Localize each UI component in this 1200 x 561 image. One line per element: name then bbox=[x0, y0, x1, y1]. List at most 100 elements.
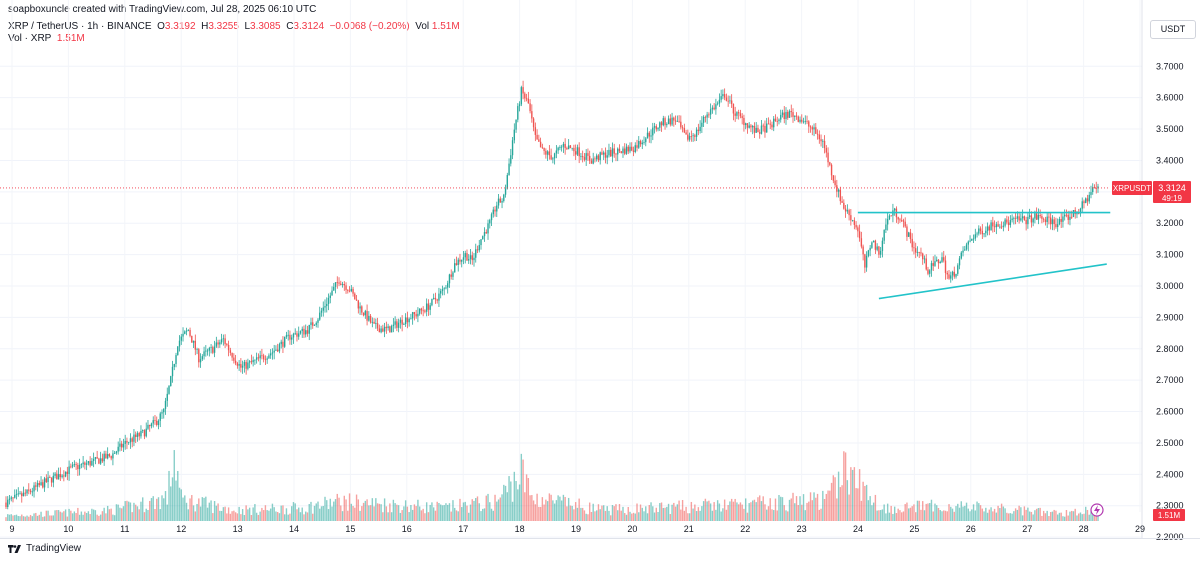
candle-body bbox=[145, 428, 147, 437]
volume-bar bbox=[638, 512, 640, 521]
candle-body bbox=[737, 112, 740, 114]
candle-body bbox=[410, 318, 412, 320]
candle-body bbox=[671, 117, 673, 125]
volume-bar bbox=[813, 492, 815, 521]
candle-body bbox=[594, 158, 596, 160]
candle-body bbox=[261, 355, 263, 357]
volume-bar bbox=[189, 498, 191, 521]
volume-bar bbox=[576, 507, 579, 521]
candle-body bbox=[259, 355, 261, 359]
low-label: L bbox=[244, 21, 251, 32]
candle-body bbox=[995, 224, 998, 228]
candle-body bbox=[5, 502, 7, 507]
volume-bar bbox=[888, 512, 891, 521]
price-tag-bg bbox=[1153, 180, 1191, 203]
candle-body bbox=[280, 341, 282, 345]
candle-body bbox=[680, 121, 682, 128]
volume-bar bbox=[755, 502, 757, 521]
high-value: 3.3255 bbox=[208, 21, 239, 32]
candle-body bbox=[227, 345, 230, 351]
candle-body bbox=[375, 323, 377, 324]
volume-bars bbox=[5, 450, 1099, 521]
candle-body bbox=[704, 116, 707, 118]
volume-bar bbox=[10, 514, 12, 521]
candle-body bbox=[673, 117, 675, 121]
trendlines[interactable] bbox=[857, 211, 1111, 300]
volume-bar bbox=[450, 511, 452, 521]
volume-bar bbox=[119, 507, 121, 521]
candle-body bbox=[725, 97, 728, 101]
candle-body bbox=[806, 120, 808, 122]
candle-body bbox=[50, 477, 53, 483]
candle-body bbox=[746, 123, 749, 128]
time-axis[interactable]: 9 10 11 12 13 14 15 16 17 18 19 20 21 22 23 24 25 26 27 28 2… bbox=[9, 524, 1145, 534]
volume-bar bbox=[238, 506, 240, 521]
candle-body bbox=[413, 312, 416, 315]
volume-bar bbox=[142, 497, 144, 521]
candle-body bbox=[830, 164, 833, 176]
volume-bar bbox=[748, 503, 750, 521]
volume-bar bbox=[175, 480, 177, 521]
volume-bar bbox=[198, 498, 200, 521]
volume-bar bbox=[411, 509, 414, 521]
volume-bar bbox=[1000, 503, 1003, 521]
candle-body bbox=[201, 356, 204, 360]
candle-body bbox=[841, 201, 843, 203]
volume-bar bbox=[722, 508, 724, 521]
volume-bar bbox=[1055, 510, 1057, 521]
candle-body bbox=[1062, 216, 1064, 222]
time-tick-label: 19 bbox=[571, 524, 581, 534]
volume-bar bbox=[795, 496, 798, 521]
volume-bar bbox=[1034, 510, 1036, 521]
candle-body bbox=[439, 290, 442, 294]
candle-body bbox=[206, 350, 209, 352]
price-axis[interactable]: 3.70003.60003.50003.40003.30003.20003.10… bbox=[1156, 61, 1184, 542]
candle-body bbox=[208, 347, 211, 351]
volume-bar bbox=[7, 514, 9, 521]
candle-body bbox=[40, 482, 42, 486]
volume-bar bbox=[1058, 512, 1061, 521]
currency-button[interactable]: USDT bbox=[1150, 20, 1196, 39]
volume-bar bbox=[1051, 511, 1054, 521]
candle-body bbox=[287, 334, 289, 336]
candle-body bbox=[951, 271, 954, 276]
tradingview-logo[interactable]: TradingView bbox=[8, 543, 81, 554]
volume-bar bbox=[716, 500, 719, 521]
time-tick-label: 24 bbox=[853, 524, 863, 534]
volume-bar bbox=[922, 501, 924, 521]
volume-bar bbox=[757, 497, 759, 521]
candle-body bbox=[776, 120, 778, 122]
volume-bar bbox=[366, 499, 368, 521]
candle-body bbox=[787, 111, 789, 118]
volume-bar bbox=[105, 513, 107, 521]
candle-body bbox=[773, 118, 775, 128]
volume-bar bbox=[1028, 511, 1031, 521]
candle-body bbox=[434, 297, 437, 300]
volume-bar bbox=[269, 508, 272, 521]
volume-bar bbox=[101, 511, 104, 521]
volume-bar bbox=[399, 512, 402, 521]
candle-body bbox=[54, 473, 56, 476]
volume-bar bbox=[243, 515, 246, 521]
candle-body bbox=[730, 100, 733, 104]
volume-bar bbox=[797, 505, 799, 521]
candle-body bbox=[937, 259, 940, 264]
volume-bar bbox=[627, 507, 629, 521]
volume-bar bbox=[804, 510, 806, 521]
candle-body bbox=[885, 224, 887, 231]
candle-body bbox=[851, 220, 854, 222]
volume-bar bbox=[112, 514, 114, 521]
volume-bar bbox=[581, 507, 584, 521]
volume-bar bbox=[862, 481, 864, 521]
candle-body bbox=[629, 146, 631, 152]
candle-body bbox=[438, 293, 440, 301]
candle-body bbox=[82, 462, 84, 465]
candle-body bbox=[571, 147, 573, 149]
candle-body bbox=[1081, 201, 1083, 209]
candle-body bbox=[524, 93, 526, 99]
candle-body bbox=[496, 205, 498, 212]
candle-body bbox=[289, 334, 291, 340]
candle-body bbox=[872, 240, 875, 243]
